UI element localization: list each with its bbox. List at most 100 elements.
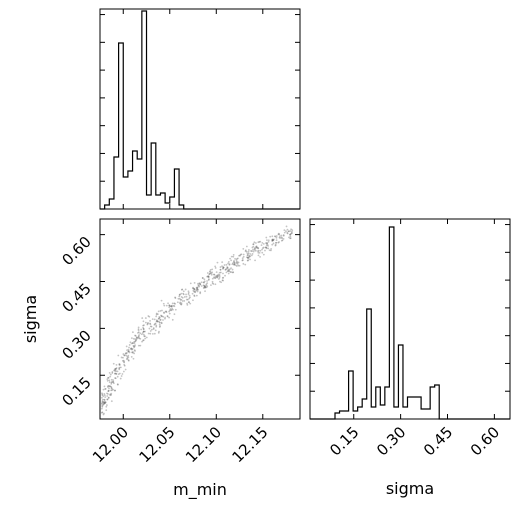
scatter-point: [127, 354, 130, 357]
scatter-point: [265, 246, 268, 249]
scatter-point: [272, 239, 275, 241]
scatter-point: [100, 411, 103, 414]
scatter-point: [155, 320, 158, 323]
scatter-point: [141, 340, 143, 343]
scatter-point: [147, 332, 150, 335]
scatter-point: [163, 311, 165, 314]
scatter-point: [267, 247, 270, 250]
scatter-point: [127, 350, 130, 353]
scatter-point: [199, 291, 202, 294]
scatter-point: [258, 241, 261, 243]
scatter-point: [229, 257, 232, 260]
scatter-point: [144, 317, 147, 319]
scatter-point: [230, 255, 233, 258]
scatter-point: [261, 248, 263, 251]
scatter-point: [257, 251, 260, 254]
scatter-point: [155, 324, 158, 327]
scatter-point: [264, 246, 267, 249]
scatter-point: [219, 271, 222, 274]
scatter-point: [248, 249, 250, 251]
scatter-point: [236, 257, 239, 260]
scatter-point: [196, 288, 199, 291]
scatter-point: [202, 287, 205, 289]
scatter-point: [207, 279, 210, 281]
scatter-point: [291, 230, 293, 233]
scatter-point: [238, 264, 241, 267]
scatter-point: [174, 308, 177, 311]
scatter-point: [131, 342, 134, 345]
scatter-point: [123, 360, 126, 363]
scatter-point: [265, 242, 267, 244]
scatter-point: [122, 370, 125, 373]
scatter-point: [197, 288, 200, 291]
scatter-point: [273, 238, 275, 241]
scatter-point: [173, 305, 176, 308]
scatter-point: [184, 288, 187, 291]
scatter-point: [103, 402, 106, 404]
scatter-point: [160, 314, 162, 317]
scatter-point: [100, 407, 103, 410]
scatter-point: [286, 231, 289, 234]
scatter-point: [245, 256, 248, 259]
scatter-point: [165, 310, 168, 313]
scatter-point: [101, 400, 104, 402]
scatter-point: [162, 302, 165, 305]
scatter-point: [249, 258, 251, 261]
scatter-point: [142, 330, 145, 333]
scatter-point: [199, 292, 202, 295]
scatter-point: [283, 229, 286, 232]
scatter-point: [236, 263, 239, 265]
scatter-point: [246, 259, 249, 262]
scatter-point: [180, 303, 183, 306]
scatter-point: [168, 306, 171, 309]
scatter-point: [192, 286, 195, 289]
scatter-point: [137, 344, 140, 347]
scatter-point: [226, 267, 229, 270]
scatter-point: [275, 241, 278, 244]
scatter-point: [218, 274, 221, 276]
scatter-point: [204, 284, 207, 287]
scatter-point: [233, 259, 235, 262]
scatter-point: [210, 273, 213, 276]
scatter-point: [158, 316, 161, 319]
scatter-point: [203, 285, 206, 288]
scatter-point: [179, 302, 181, 305]
scatter-point: [271, 239, 274, 242]
scatter-point: [201, 277, 204, 280]
scatter-point: [262, 242, 265, 245]
scatter-point: [120, 375, 123, 377]
scatter-point: [125, 345, 128, 348]
scatter-point: [159, 310, 162, 312]
scatter-point: [287, 230, 290, 233]
scatter-point: [235, 259, 238, 262]
scatter-point: [203, 278, 206, 281]
scatter-point: [126, 357, 129, 360]
scatter-point: [130, 342, 133, 345]
scatter-point: [155, 313, 158, 316]
scatter-point: [265, 244, 268, 247]
scatter-point: [134, 339, 137, 342]
scatter-point: [289, 233, 291, 236]
scatter-point: [143, 324, 145, 327]
scatter-point: [256, 246, 258, 249]
scatter-point: [199, 283, 202, 286]
scatter-point: [141, 331, 144, 334]
scatter-point: [109, 385, 111, 388]
scatter-point: [151, 318, 154, 320]
scatter-point: [277, 232, 280, 235]
scatter-point: [189, 302, 192, 305]
scatter-point: [149, 325, 152, 328]
scatter-point: [207, 275, 210, 278]
scatter-point: [222, 266, 225, 269]
scatter-point: [137, 332, 139, 334]
scatter-point: [279, 237, 282, 239]
scatter-point: [121, 373, 124, 375]
scatter-point: [236, 261, 239, 264]
scatter-point: [257, 247, 260, 249]
scatter-point: [137, 336, 140, 338]
scatter-point: [233, 263, 236, 266]
scatter-point: [101, 392, 103, 395]
scatter-point: [221, 277, 224, 279]
scatter-point: [234, 262, 236, 264]
scatter-point: [231, 268, 234, 271]
